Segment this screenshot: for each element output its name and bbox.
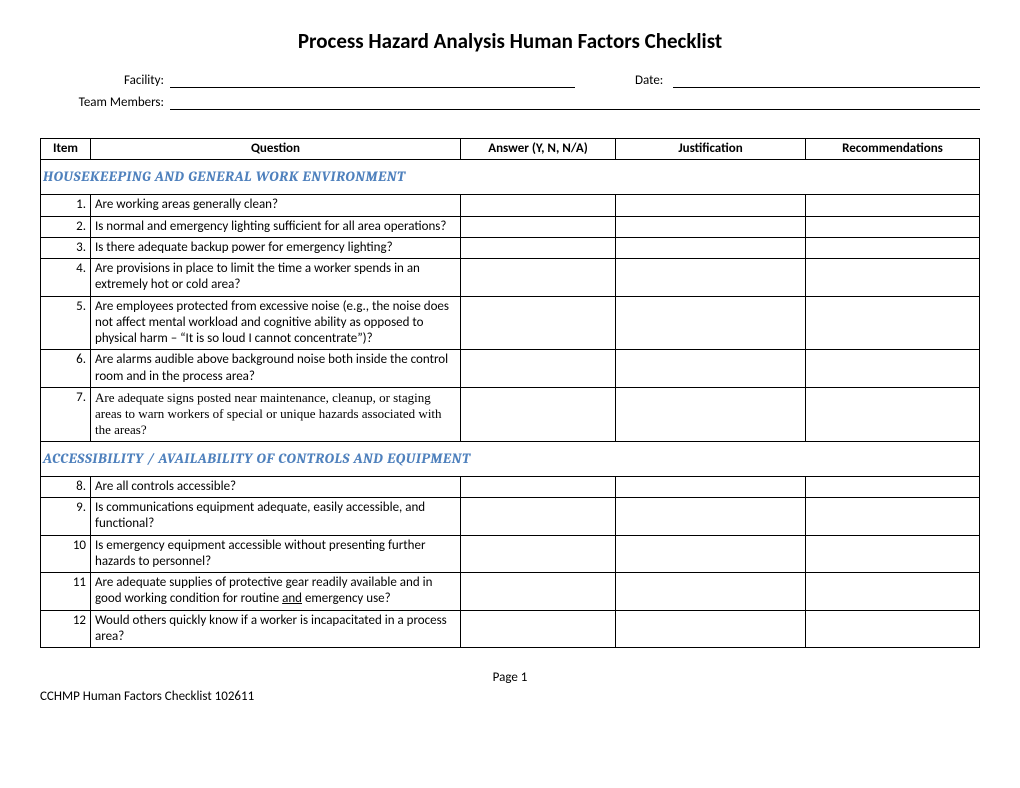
- question-cell: Are alarms audible above background nois…: [91, 350, 461, 388]
- question-cell: Are employees protected from excessive n…: [91, 296, 461, 350]
- item-num: 1.: [41, 195, 91, 216]
- recommendations-cell[interactable]: [806, 387, 980, 441]
- q11-part-b: emergency use?: [302, 591, 391, 606]
- facility-input-line[interactable]: [170, 72, 575, 88]
- section-heading: ACCESSIBILITY / AVAILABILITY OF CONTROLS…: [41, 441, 980, 476]
- justification-cell[interactable]: [616, 216, 806, 237]
- question-cell: Are working areas generally clean?: [91, 195, 461, 216]
- item-num: 4.: [41, 259, 91, 297]
- answer-cell[interactable]: [461, 573, 616, 611]
- table-row: 7. Are adequate signs posted near mainte…: [41, 387, 980, 441]
- recommendations-cell[interactable]: [806, 573, 980, 611]
- recommendations-cell[interactable]: [806, 296, 980, 350]
- table-row: 2. Is normal and emergency lighting suff…: [41, 216, 980, 237]
- table-row: 12 Would others quickly know if a worker…: [41, 610, 980, 648]
- recommendations-cell[interactable]: [806, 216, 980, 237]
- justification-cell[interactable]: [616, 195, 806, 216]
- answer-cell[interactable]: [461, 237, 616, 258]
- recommendations-cell[interactable]: [806, 535, 980, 573]
- col-answer: Answer (Y, N, N/A): [461, 139, 616, 160]
- table-row: 4. Are provisions in place to limit the …: [41, 259, 980, 297]
- item-num: 10: [41, 535, 91, 573]
- answer-cell[interactable]: [461, 259, 616, 297]
- item-num: 5.: [41, 296, 91, 350]
- recommendations-cell[interactable]: [806, 237, 980, 258]
- item-num: 12: [41, 610, 91, 648]
- section-heading: HOUSEKEEPING AND GENERAL WORK ENVIRONMEN…: [41, 160, 980, 195]
- item-num: 2.: [41, 216, 91, 237]
- col-justification: Justification: [616, 139, 806, 160]
- question-cell: Is there adequate backup power for emerg…: [91, 237, 461, 258]
- table-row: 9. Is communications equipment adequate,…: [41, 498, 980, 536]
- recommendations-cell[interactable]: [806, 259, 980, 297]
- answer-cell[interactable]: [461, 476, 616, 497]
- answer-cell[interactable]: [461, 195, 616, 216]
- item-num: 8.: [41, 476, 91, 497]
- table-row: 1. Are working areas generally clean?: [41, 195, 980, 216]
- justification-cell[interactable]: [616, 259, 806, 297]
- question-cell: Are provisions in place to limit the tim…: [91, 259, 461, 297]
- item-num: 6.: [41, 350, 91, 388]
- item-num: 3.: [41, 237, 91, 258]
- question-cell: Are adequate supplies of protective gear…: [91, 573, 461, 611]
- answer-cell[interactable]: [461, 610, 616, 648]
- section-accessibility: ACCESSIBILITY / AVAILABILITY OF CONTROLS…: [41, 441, 980, 476]
- answer-cell[interactable]: [461, 216, 616, 237]
- answer-cell[interactable]: [461, 535, 616, 573]
- section-housekeeping: HOUSEKEEPING AND GENERAL WORK ENVIRONMEN…: [41, 160, 980, 195]
- meta-row-team: Team Members:: [40, 94, 980, 110]
- item-num: 9.: [41, 498, 91, 536]
- table-row: 8. Are all controls accessible?: [41, 476, 980, 497]
- justification-cell[interactable]: [616, 237, 806, 258]
- table-row: 5. Are employees protected from excessiv…: [41, 296, 980, 350]
- recommendations-cell[interactable]: [806, 498, 980, 536]
- col-item: Item: [41, 139, 91, 160]
- team-label: Team Members:: [40, 95, 170, 110]
- question-cell: Are adequate signs posted near maintenan…: [91, 387, 461, 441]
- col-recommendations: Recommendations: [806, 139, 980, 160]
- question-cell: Is communications equipment adequate, ea…: [91, 498, 461, 536]
- justification-cell[interactable]: [616, 573, 806, 611]
- table-row: 11 Are adequate supplies of protective g…: [41, 573, 980, 611]
- question-cell: Is normal and emergency lighting suffici…: [91, 216, 461, 237]
- q11-underline: and: [282, 591, 302, 606]
- justification-cell[interactable]: [616, 350, 806, 388]
- answer-cell[interactable]: [461, 350, 616, 388]
- facility-label: Facility:: [40, 73, 170, 88]
- recommendations-cell[interactable]: [806, 476, 980, 497]
- col-question: Question: [91, 139, 461, 160]
- item-num: 7.: [41, 387, 91, 441]
- answer-cell[interactable]: [461, 498, 616, 536]
- question-cell: Is emergency equipment accessible withou…: [91, 535, 461, 573]
- recommendations-cell[interactable]: [806, 195, 980, 216]
- justification-cell[interactable]: [616, 296, 806, 350]
- justification-cell[interactable]: [616, 610, 806, 648]
- date-input-line[interactable]: [673, 72, 980, 88]
- justification-cell[interactable]: [616, 498, 806, 536]
- answer-cell[interactable]: [461, 296, 616, 350]
- page-number: Page 1: [40, 670, 980, 685]
- justification-cell[interactable]: [616, 476, 806, 497]
- item-num: 11: [41, 573, 91, 611]
- footer: Page 1 CCHMP Human Factors Checklist 102…: [40, 670, 980, 704]
- question-cell: Are all controls accessible?: [91, 476, 461, 497]
- recommendations-cell[interactable]: [806, 610, 980, 648]
- table-row: 3. Is there adequate backup power for em…: [41, 237, 980, 258]
- recommendations-cell[interactable]: [806, 350, 980, 388]
- meta-row-facility-date: Facility: Date:: [40, 72, 980, 88]
- question-cell: Would others quickly know if a worker is…: [91, 610, 461, 648]
- table-row: 10 Is emergency equipment accessible wit…: [41, 535, 980, 573]
- answer-cell[interactable]: [461, 387, 616, 441]
- doc-id: CCHMP Human Factors Checklist 102611: [40, 689, 980, 704]
- justification-cell[interactable]: [616, 535, 806, 573]
- table-header-row: Item Question Answer (Y, N, N/A) Justifi…: [41, 139, 980, 160]
- checklist-table: Item Question Answer (Y, N, N/A) Justifi…: [40, 138, 980, 648]
- table-row: 6. Are alarms audible above background n…: [41, 350, 980, 388]
- page-title: Process Hazard Analysis Human Factors Ch…: [40, 28, 980, 54]
- date-label: Date:: [635, 73, 673, 88]
- page-container: Process Hazard Analysis Human Factors Ch…: [0, 0, 1020, 704]
- justification-cell[interactable]: [616, 387, 806, 441]
- team-input-line[interactable]: [170, 94, 980, 110]
